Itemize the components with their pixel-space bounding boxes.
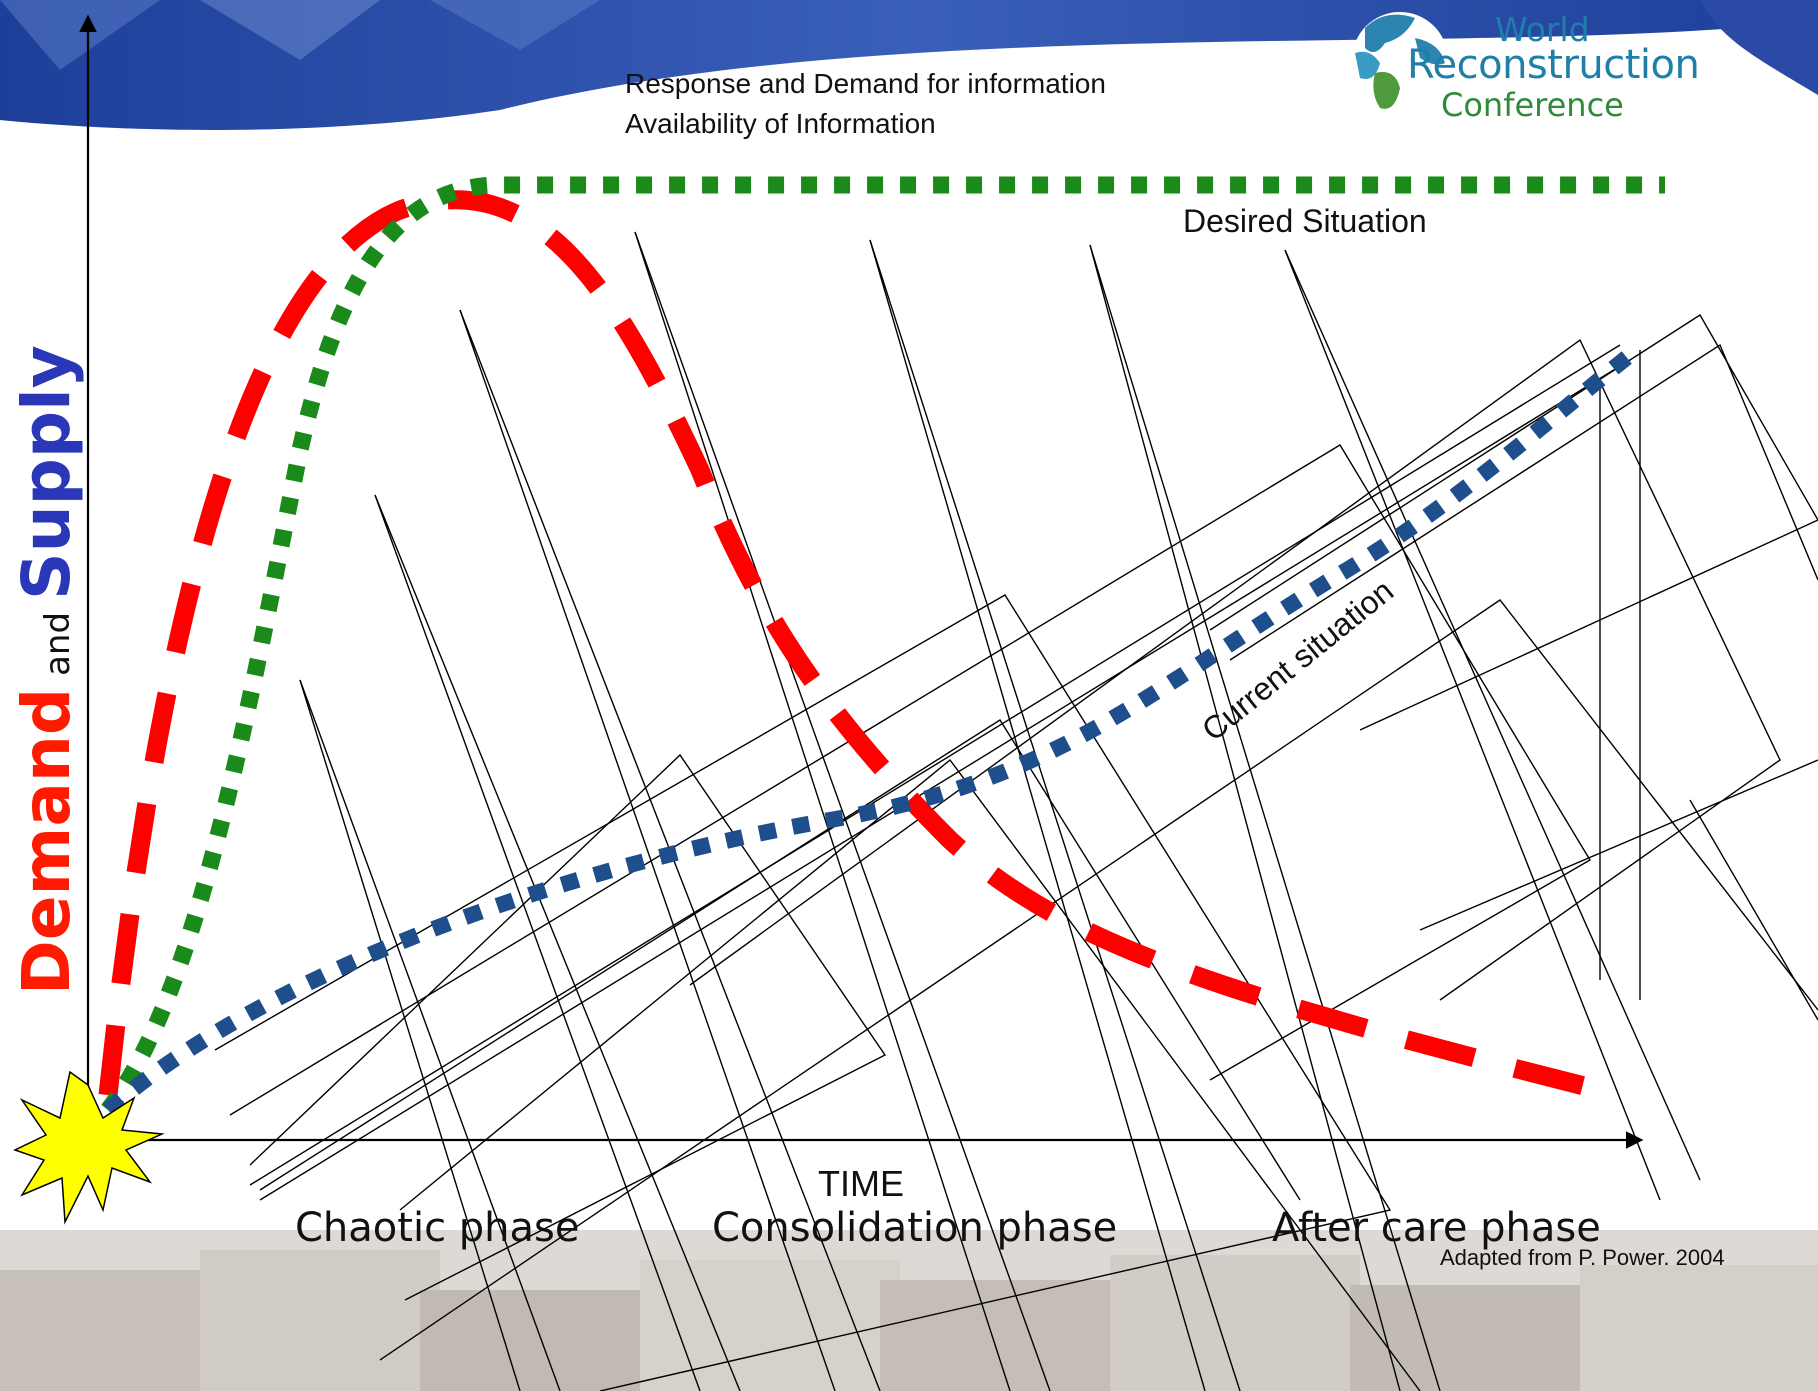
y-label-supply: Supply xyxy=(8,345,85,600)
logo-reconstruction-text: Reconstruction xyxy=(1407,42,1700,88)
axes xyxy=(79,14,1644,1149)
current-availability-curve xyxy=(102,348,1635,1117)
background-line-art xyxy=(214,231,1818,1391)
y-label-demand: Demand xyxy=(8,687,85,995)
source-citation: Adapted from P. Power. 2004 xyxy=(1440,1245,1725,1270)
y-axis-label: Demand and Supply xyxy=(8,345,85,995)
phase-consolidation: Consolidation phase xyxy=(712,1205,1118,1251)
phase-chaotic: Chaotic phase xyxy=(295,1205,580,1251)
rubble-photo-strip xyxy=(0,1230,1818,1391)
desired-availability-curve xyxy=(101,176,1665,1116)
demand-curve xyxy=(98,190,1623,1105)
legend-availability-label: Availability of Information xyxy=(625,108,936,139)
logo-world-text: World xyxy=(1495,10,1590,49)
explosion-starburst-icon xyxy=(13,1070,165,1225)
phase-aftercare: After care phase xyxy=(1272,1205,1601,1251)
logo-conference-text: Conference xyxy=(1441,86,1624,124)
x-axis-label: TIME xyxy=(818,1163,904,1204)
desired-situation-label: Desired Situation xyxy=(1183,203,1427,239)
globe-icon xyxy=(1352,12,1448,109)
legend-demand-label: Response and Demand for information xyxy=(625,68,1106,99)
conference-logo: World Reconstruction Conference xyxy=(1345,8,1700,124)
y-label-and: and xyxy=(38,611,78,676)
